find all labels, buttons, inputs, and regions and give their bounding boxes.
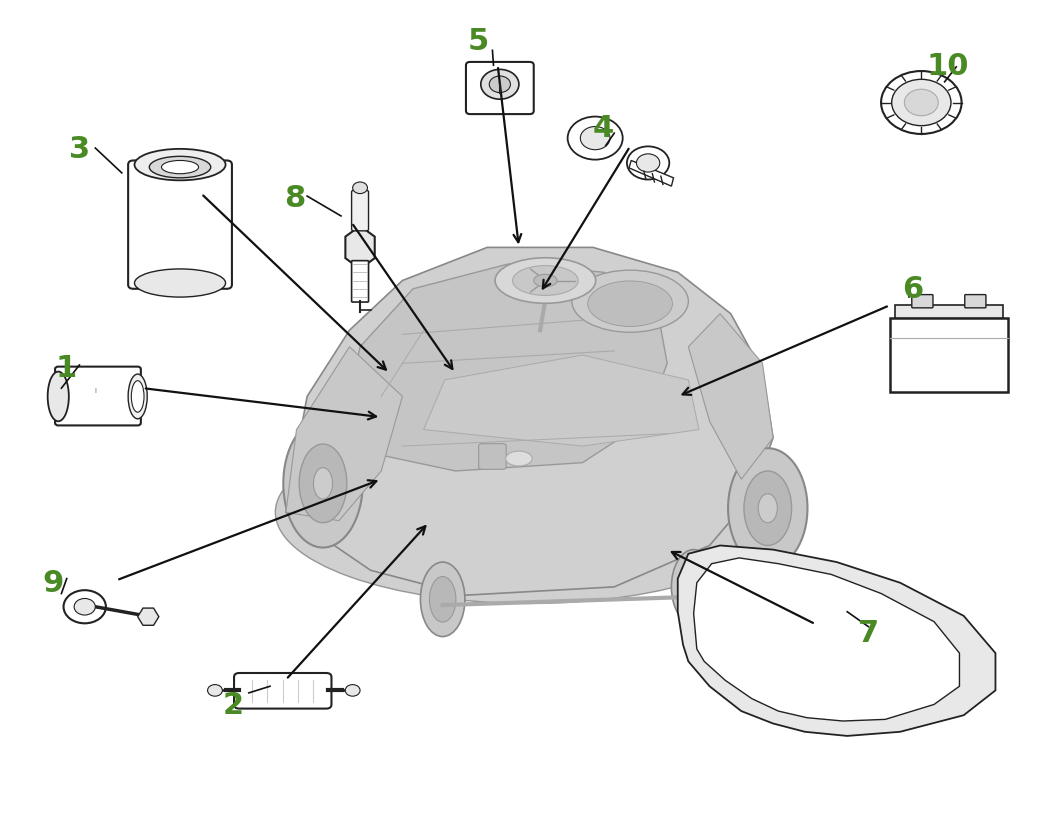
Polygon shape xyxy=(694,558,959,721)
Ellipse shape xyxy=(134,150,226,181)
Circle shape xyxy=(580,127,610,151)
Circle shape xyxy=(568,117,623,160)
FancyBboxPatch shape xyxy=(55,367,141,426)
Circle shape xyxy=(345,685,360,696)
Ellipse shape xyxy=(420,562,465,637)
Circle shape xyxy=(74,599,95,615)
FancyBboxPatch shape xyxy=(352,191,369,232)
Text: 3: 3 xyxy=(69,134,90,164)
Ellipse shape xyxy=(681,565,707,610)
Ellipse shape xyxy=(729,448,807,569)
Text: 7: 7 xyxy=(858,618,879,648)
Polygon shape xyxy=(138,609,159,625)
FancyBboxPatch shape xyxy=(895,306,1003,318)
Ellipse shape xyxy=(671,550,716,624)
Text: 9: 9 xyxy=(42,568,64,598)
FancyBboxPatch shape xyxy=(479,444,506,470)
Polygon shape xyxy=(688,314,773,480)
Ellipse shape xyxy=(534,275,557,288)
FancyBboxPatch shape xyxy=(912,295,933,308)
Circle shape xyxy=(489,77,510,93)
FancyBboxPatch shape xyxy=(234,673,331,709)
Polygon shape xyxy=(286,248,773,595)
FancyBboxPatch shape xyxy=(890,318,1008,393)
Ellipse shape xyxy=(300,445,347,523)
Ellipse shape xyxy=(313,468,333,500)
Text: 10: 10 xyxy=(927,51,969,81)
Polygon shape xyxy=(345,227,375,270)
Ellipse shape xyxy=(758,494,777,523)
Text: 4: 4 xyxy=(593,113,614,143)
Ellipse shape xyxy=(131,381,144,413)
Text: 2: 2 xyxy=(222,690,244,719)
Ellipse shape xyxy=(506,452,533,466)
FancyBboxPatch shape xyxy=(466,63,534,115)
Polygon shape xyxy=(339,265,667,471)
Ellipse shape xyxy=(128,375,147,419)
Polygon shape xyxy=(424,356,699,447)
Polygon shape xyxy=(629,161,674,187)
Ellipse shape xyxy=(572,271,688,332)
FancyBboxPatch shape xyxy=(128,161,232,289)
Ellipse shape xyxy=(513,266,578,296)
Ellipse shape xyxy=(743,471,792,546)
Circle shape xyxy=(208,685,222,696)
Circle shape xyxy=(353,183,367,194)
Text: 8: 8 xyxy=(284,184,305,213)
Polygon shape xyxy=(678,546,995,736)
Circle shape xyxy=(64,590,106,624)
Ellipse shape xyxy=(496,258,595,304)
Ellipse shape xyxy=(48,372,69,422)
FancyBboxPatch shape xyxy=(965,295,986,308)
Circle shape xyxy=(627,147,669,180)
Text: I: I xyxy=(94,388,96,394)
Circle shape xyxy=(904,90,938,117)
Ellipse shape xyxy=(149,157,211,179)
Circle shape xyxy=(481,70,519,100)
Ellipse shape xyxy=(430,577,455,622)
Text: 6: 6 xyxy=(902,275,923,304)
Ellipse shape xyxy=(588,281,672,327)
Ellipse shape xyxy=(134,270,226,298)
Ellipse shape xyxy=(161,161,199,174)
Circle shape xyxy=(881,72,962,135)
Ellipse shape xyxy=(284,420,362,548)
Text: 1: 1 xyxy=(55,353,76,383)
Circle shape xyxy=(892,80,951,127)
Polygon shape xyxy=(286,347,402,521)
Text: 5: 5 xyxy=(468,26,489,56)
Ellipse shape xyxy=(275,422,784,604)
Circle shape xyxy=(636,155,660,173)
FancyBboxPatch shape xyxy=(352,261,369,303)
